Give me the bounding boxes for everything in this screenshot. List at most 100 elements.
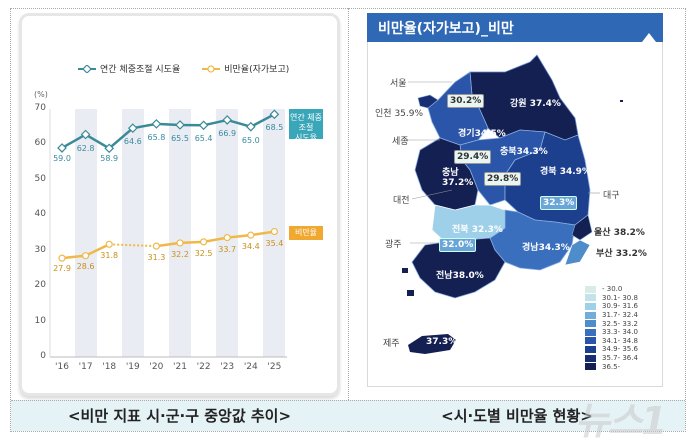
y-tick-label: 0 (40, 351, 46, 361)
legend-row: 30.1- 30.8 (585, 294, 638, 303)
island (402, 268, 408, 273)
legend-swatch (585, 354, 596, 362)
legend-row: 35.7- 36.4 (585, 354, 638, 363)
y-tick-label: 40 (34, 209, 46, 220)
map-title: 비만율(자가보고)_비만 (378, 21, 514, 37)
label-gyeongnam: 경남34.3% (522, 243, 570, 253)
label-daejeon: 대전 (393, 196, 410, 206)
header-notch (642, 33, 656, 42)
legend-swatch (585, 302, 596, 310)
weight-control-series-tag: 연간 체중조절 시도율 (289, 109, 323, 142)
legend-range-label: - 30.0 (602, 285, 623, 294)
y-tick-label: 10 (34, 315, 46, 326)
region-ulsan[interactable] (571, 214, 593, 241)
legend-label: 연간 체중조절 시도율 (100, 65, 181, 75)
legend-range-label: 30.9- 31.6 (602, 302, 638, 311)
x-tick-label: '17 (78, 362, 93, 372)
region-chungnam[interactable] (414, 137, 479, 211)
y-tick-label: 30 (34, 244, 46, 255)
y-tick-label: 50 (34, 173, 46, 184)
data-label: 32.5 (194, 248, 213, 258)
legend-item-obesity: 비만율(자가보고) (202, 62, 289, 75)
label-jeonbuk: 전북 32.3% (452, 225, 503, 235)
legend-range-label: 36.5- (602, 362, 621, 371)
label-jeonnam: 전남38.0% (436, 271, 484, 281)
callout-daegu: 32.3% (540, 196, 578, 210)
legend-row: 34.1- 34.8 (585, 337, 638, 346)
legend-swatch (585, 311, 596, 319)
y-axis-unit: (%) (34, 90, 48, 99)
diamond-marker-icon (78, 64, 96, 73)
legend-row: 30.9- 31.6 (585, 302, 638, 311)
x-tick-label: '25 (267, 362, 282, 372)
data-label: 58.9 (100, 154, 119, 164)
region-jeju[interactable] (408, 334, 456, 354)
data-label: 32.2 (171, 249, 189, 259)
label-gwangju: 광주 (385, 240, 402, 250)
x-tick-label: '24 (243, 362, 258, 372)
data-label: 31.3 (147, 253, 166, 263)
legend-row: - 30.0 (585, 285, 638, 294)
legend-row: 34.9- 35.6 (585, 345, 638, 354)
y-tick-label: 70 (34, 103, 46, 113)
label-jeju-name: 제주 (383, 339, 400, 349)
column-band (74, 109, 97, 357)
map-header (367, 13, 663, 42)
data-label: 27.9 (53, 264, 71, 274)
panel-divider (348, 8, 349, 432)
callout-seoul: 30.2% (447, 94, 485, 108)
label-ulsan: 울산 38.2% (594, 228, 645, 238)
caption-bar (11, 400, 685, 431)
data-label: 28.6 (76, 261, 95, 271)
callout-sejong: 29.4% (454, 150, 492, 164)
label-chungbuk: 충북34.3% (500, 147, 548, 157)
island (620, 100, 623, 102)
circle-marker-icon (202, 64, 221, 73)
legend-swatch (585, 345, 596, 353)
legend-row: 31.7- 32.4 (585, 311, 638, 320)
label-daegu: 대구 (603, 191, 620, 201)
legend-item-weight-control: 연간 체중조절 시도율 (78, 62, 180, 75)
column-band (121, 109, 144, 357)
legend-range-label: 34.1- 34.8 (602, 336, 638, 345)
x-tick-label: '18 (102, 362, 117, 372)
legend-label: 비만율(자가보고) (224, 65, 290, 75)
island (407, 290, 414, 296)
region-busan[interactable] (564, 239, 591, 266)
label-incheon: 인천 35.9% (375, 109, 424, 119)
x-tick-label: '21 (173, 362, 187, 372)
y-tick-label: 60 (34, 138, 46, 149)
chart-legend: 연간 체중조절 시도율 비만율(자가보고) (78, 62, 289, 75)
label-busan: 부산 33.2% (596, 249, 647, 259)
legend-swatch (585, 320, 596, 328)
map-legend: - 30.0 30.1- 30.8 30.9- 31.6 31.7- 32.4 32.5… (585, 285, 638, 371)
right-caption: <시·도별 비만율 현황> (441, 407, 593, 425)
x-tick-label: '20 (149, 362, 164, 372)
callout-gwangju: 32.0% (439, 238, 477, 252)
label-gyeonggi: 경기34.5% (458, 129, 506, 139)
obesity-series-tag: 비만율 (289, 226, 323, 240)
x-tick-label: '16 (55, 362, 69, 372)
legend-range-label: 32.5- 33.2 (602, 319, 638, 328)
y-tick-label: 20 (34, 280, 46, 291)
legend-swatch (585, 294, 596, 302)
legend-swatch (585, 328, 596, 336)
data-label: 59.0 (53, 153, 71, 163)
legend-swatch (585, 285, 596, 293)
data-label: 33.7 (218, 244, 237, 254)
region-incheon[interactable] (417, 94, 439, 109)
legend-row: 36.5- (585, 362, 638, 371)
callout-daejeon: 29.8% (484, 172, 522, 186)
legend-range-label: 34.9- 35.6 (602, 345, 638, 354)
region-gyeonggi[interactable] (427, 71, 489, 146)
label-jeju: 37.3% (426, 337, 458, 347)
legend-row: 33.3- 34.0 (585, 328, 638, 337)
legend-swatch (585, 337, 596, 345)
legend-range-label: 35.7- 36.4 (602, 354, 638, 363)
legend-range-label: 33.3- 34.0 (602, 328, 638, 337)
legend-range-label: 30.1- 30.8 (602, 293, 638, 302)
label-chungnam: 충남 37.2% (442, 168, 474, 188)
left-caption: <비만 지표 시·군·구 중앙값 추이> (67, 407, 292, 425)
legend-swatch (585, 363, 596, 371)
